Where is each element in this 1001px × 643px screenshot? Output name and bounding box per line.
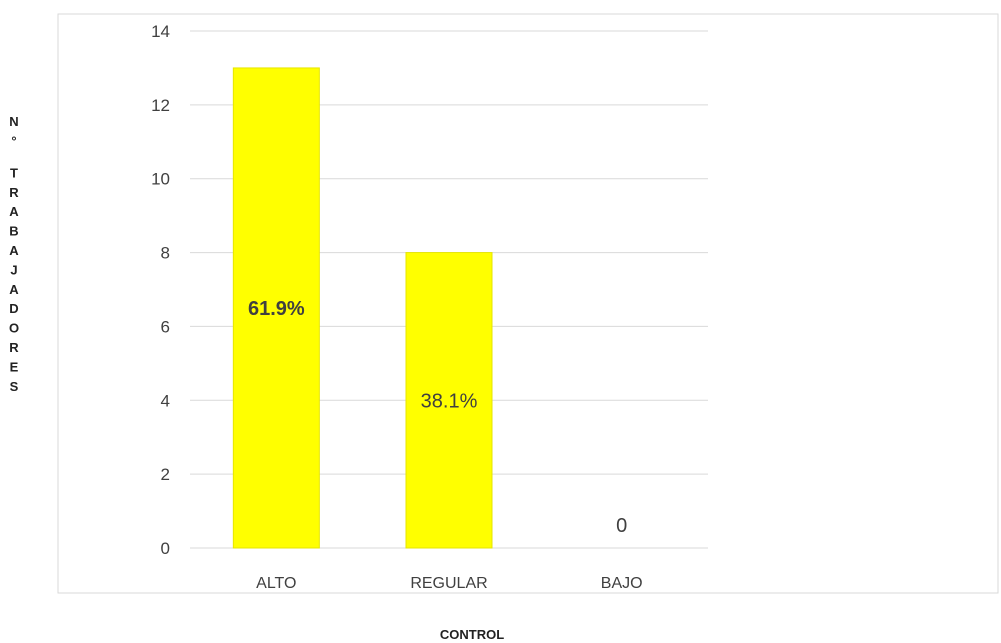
y-axis-ticks: 0 2 4 6 8 10 12 14 — [151, 22, 170, 558]
y-tick-label: 2 — [161, 465, 170, 484]
y-axis-label-letter: B — [9, 224, 18, 239]
x-category-label: BAJO — [601, 575, 643, 592]
plot-area-border — [57, 13, 999, 594]
y-tick-label: 4 — [161, 391, 170, 410]
y-axis-label-letter: T — [10, 165, 18, 180]
y-tick-label: 6 — [161, 317, 170, 336]
y-tick-label: 8 — [161, 244, 170, 263]
y-axis-label-letter: A — [9, 204, 19, 219]
data-label: 0 — [616, 515, 627, 537]
bar — [232, 67, 320, 549]
bars — [232, 67, 493, 549]
data-label: 61.9% — [248, 298, 305, 320]
y-axis-label-letter: R — [9, 340, 19, 355]
y-axis-label-letter: O — [9, 321, 19, 336]
y-axis-label-letter: E — [10, 359, 19, 374]
y-axis-label-letter: A — [9, 243, 19, 258]
x-axis-categories: ALTO REGULAR BAJO — [256, 575, 642, 592]
x-category-label: ALTO — [256, 575, 296, 592]
y-axis-label-letter: D — [9, 301, 18, 316]
x-category-label: REGULAR — [410, 575, 487, 592]
y-axis-label-letter: J — [10, 262, 17, 277]
y-tick-label: 12 — [151, 96, 170, 115]
y-tick-label: 14 — [151, 22, 170, 41]
y-axis-label-letter: R — [9, 185, 19, 200]
bar — [405, 252, 493, 549]
y-tick-label: 0 — [161, 539, 170, 558]
data-labels: 61.9% 38.1% 0 — [248, 298, 627, 537]
data-label: 38.1% — [421, 390, 478, 412]
y-axis-label-letter: ° — [11, 133, 16, 148]
y-axis-label-letter: S — [10, 379, 19, 394]
x-axis-label: CONTROL — [440, 627, 504, 642]
y-tick-label: 10 — [151, 170, 170, 189]
y-axis-label-letter: N — [9, 114, 18, 129]
y-axis-label-letter: A — [9, 282, 19, 297]
